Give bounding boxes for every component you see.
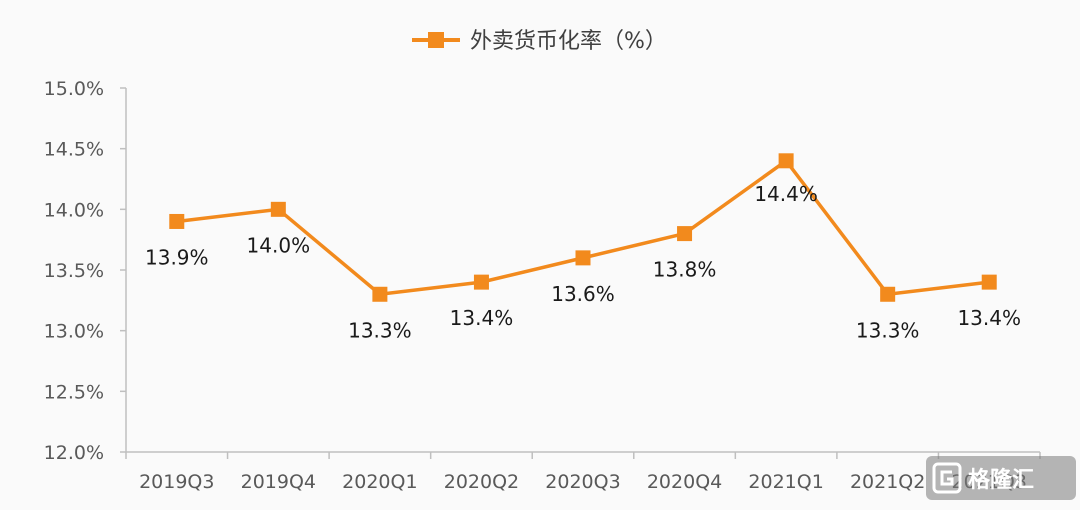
data-point: [778, 153, 794, 169]
x-tick-label: 2019Q3: [139, 471, 214, 493]
x-tick-label: 2019Q4: [241, 471, 316, 493]
data-point: [575, 250, 591, 266]
data-label: 13.9%: [145, 245, 209, 269]
data-label: 13.8%: [653, 258, 717, 282]
data-point: [880, 286, 896, 302]
legend-marker-swatch: [428, 32, 444, 48]
series-line: [176, 159, 990, 297]
x-tick-label: 2021Q2: [850, 471, 925, 493]
watermark-bg: [926, 456, 1076, 500]
y-tick-labels: 12.0% 12.5% 13.0% 13.5% 14.0% 14.5% 15.0%: [44, 78, 126, 464]
legend-label: 外卖货币化率（%）: [470, 29, 667, 54]
y-tick-label: 15.0%: [44, 78, 104, 100]
x-axis: 2019Q3 2019Q4 2020Q1 2020Q2 2020Q3 2020Q4 2021…: [125, 451, 1041, 493]
data-point: [981, 274, 997, 290]
data-label: 13.4%: [957, 306, 1021, 330]
glh-logo-icon: [932, 462, 962, 494]
watermark: 格隆汇: [926, 456, 1076, 500]
data-point: [169, 213, 185, 229]
x-tick-label: 2020Q4: [647, 471, 722, 493]
watermark-text: 格隆汇: [968, 467, 1034, 493]
series-layer: 13.9% 14.0% 13.3% 13.4% 13.6% 13.8% 14.4% 13.3%…: [145, 153, 1021, 342]
x-tick-label: 2021Q1: [748, 471, 823, 493]
y-tick-label: 12.0%: [44, 442, 104, 464]
data-label: 13.3%: [856, 318, 920, 342]
x-tick-label: 2020Q1: [342, 471, 417, 493]
y-tick-label: 12.5%: [44, 381, 104, 403]
y-tick-label: 13.5%: [44, 260, 104, 282]
data-point: [372, 286, 388, 302]
data-label: 13.6%: [551, 282, 615, 306]
data-label: 14.4%: [754, 182, 818, 206]
data-point: [473, 274, 489, 290]
data-point: [677, 226, 693, 242]
x-tick-labels: 2019Q3 2019Q4 2020Q1 2020Q2 2020Q3 2020Q4 2021…: [125, 452, 1041, 493]
data-label: 13.4%: [450, 306, 514, 330]
x-tick-label: 2020Q3: [545, 471, 620, 493]
y-axis: 12.0% 12.5% 13.0% 13.5% 14.0% 14.5% 15.0%: [44, 78, 127, 464]
y-tick-label: 14.5%: [44, 139, 104, 161]
data-point: [270, 201, 286, 217]
data-label: 14.0%: [247, 233, 311, 257]
x-tick-label: 2020Q2: [444, 471, 519, 493]
y-tick-label: 14.0%: [44, 199, 104, 221]
legend: 外卖货币化率（%）: [412, 29, 667, 54]
data-label: 13.3%: [348, 318, 412, 342]
y-tick-label: 13.0%: [44, 321, 104, 343]
